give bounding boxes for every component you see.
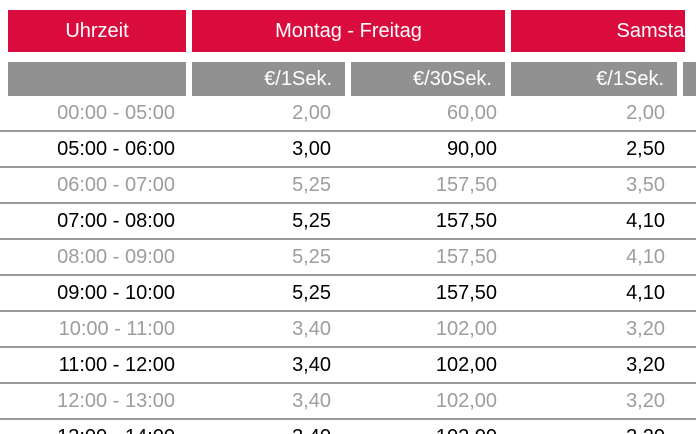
price-cell: 5,25 — [292, 174, 331, 196]
time-cell: 13:00 - 14:00 — [8, 420, 186, 434]
price-cell: 90,00 — [446, 138, 497, 160]
table-row: 07:00 - 08:00 5,25 157,50 4,10 — [0, 204, 696, 240]
price-cell: 102,00 — [435, 318, 497, 340]
price-cell: 3,20 — [626, 318, 665, 340]
header-group-row: Uhrzeit Montag - Freitag Samstag — [8, 10, 696, 52]
price-cell: 5,25 — [292, 246, 331, 268]
price-cell: 5,25 — [292, 282, 331, 304]
table-row: 00:00 - 05:00 2,00 60,00 2,00 — [0, 96, 696, 132]
table-row: 11:00 - 12:00 3,40 102,00 3,20 — [0, 348, 696, 384]
subheader-sa-per-1sek: €/1Sek. — [511, 62, 677, 96]
price-cell: 2,00 — [626, 102, 665, 124]
price-cell: 2,50 — [626, 138, 665, 160]
price-cell: 3,40 — [292, 354, 331, 376]
header-clip-mask — [685, 0, 696, 58]
price-cell: 157,50 — [435, 210, 497, 232]
price-cell: 3,40 — [192, 420, 345, 434]
table-row: 08:00 - 09:00 5,25 157,50 4,10 — [0, 240, 696, 276]
price-cell: 3,20 — [626, 390, 665, 412]
table-row: 13:00 - 14:00 3,40 102,00 3,20 — [0, 420, 696, 434]
subheader-mofr-per-1sek: €/1Sek. — [192, 62, 345, 96]
price-cell: 2,00 — [292, 102, 331, 124]
time-cell: 05:00 - 06:00 — [57, 138, 175, 160]
header-montag-freitag: Montag - Freitag — [192, 10, 505, 52]
header-uhrzeit: Uhrzeit — [8, 10, 186, 52]
table-body: 00:00 - 05:00 2,00 60,00 2,00 05:00 - 06… — [0, 96, 696, 434]
price-cell: 3,20 — [626, 354, 665, 376]
price-cell: 102,00 — [435, 390, 497, 412]
time-cell: 06:00 - 07:00 — [57, 174, 175, 196]
price-cell: 102,00 — [435, 354, 497, 376]
price-cell: 3,40 — [292, 390, 331, 412]
table-row: 10:00 - 11:00 3,40 102,00 3,20 — [0, 312, 696, 348]
time-cell: 07:00 - 08:00 — [57, 210, 175, 232]
subheader-row: €/1Sek. €/30Sek. €/1Sek. — [8, 62, 696, 96]
subheader-mofr-per-30sek: €/30Sek. — [351, 62, 505, 96]
price-cell: 4,10 — [626, 282, 665, 304]
subheader-partial — [683, 62, 696, 96]
table-row: 12:00 - 13:00 3,40 102,00 3,20 — [0, 384, 696, 420]
time-cell: 12:00 - 13:00 — [57, 390, 175, 412]
price-cell: 102,00 — [351, 420, 505, 434]
time-cell: 09:00 - 10:00 — [57, 282, 175, 304]
price-cell: 157,50 — [435, 174, 497, 196]
time-cell: 08:00 - 09:00 — [57, 246, 175, 268]
price-cell: 157,50 — [435, 246, 497, 268]
price-cell: 157,50 — [435, 282, 497, 304]
table-row: 05:00 - 06:00 3,00 90,00 2,50 — [0, 132, 696, 168]
time-cell: 11:00 - 12:00 — [58, 354, 175, 376]
table-row: 06:00 - 07:00 5,25 157,50 3,50 — [0, 168, 696, 204]
price-cell: 3,00 — [292, 138, 331, 160]
time-cell: 00:00 - 05:00 — [57, 102, 175, 124]
subheader-empty — [8, 62, 186, 96]
price-cell: 5,25 — [292, 210, 331, 232]
price-cell: 3,20 — [511, 420, 677, 434]
price-cell: 4,10 — [626, 246, 665, 268]
price-cell: 3,40 — [292, 318, 331, 340]
price-cell: 4,10 — [626, 210, 665, 232]
time-cell: 10:00 - 11:00 — [58, 318, 175, 340]
price-cell: 3,50 — [626, 174, 665, 196]
table-row: 09:00 - 10:00 5,25 157,50 4,10 — [0, 276, 696, 312]
header-samstag: Samstag — [511, 10, 696, 52]
price-cell: 60,00 — [446, 102, 497, 124]
